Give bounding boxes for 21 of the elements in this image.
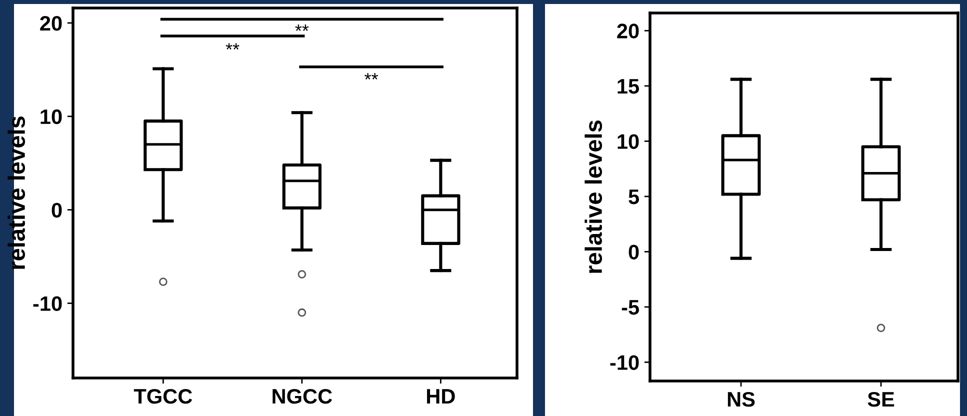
y-tick-label: 0 (52, 202, 62, 218)
y-tick-label: -10 (610, 355, 639, 370)
y-tick-label: 10 (40, 109, 62, 124)
annotation: ** (295, 24, 309, 31)
y-tick-label: 0 (628, 244, 639, 260)
y-tick-label: 5 (628, 190, 640, 204)
y-axis-title: relative levels (8, 116, 26, 269)
y-tick-label: 20 (40, 16, 62, 31)
y-axis-title: relative levels (584, 120, 602, 273)
annotation: ** (226, 43, 240, 50)
x-tick-label: SE (868, 392, 894, 407)
y-tick-label: 20 (617, 24, 639, 38)
x-tick-label: NS (728, 392, 755, 407)
x-tick-label: NGCC (272, 388, 332, 404)
y-tick-label: 15 (618, 79, 640, 94)
x-tick-label: HD (427, 389, 455, 404)
annotation: ** (364, 73, 378, 80)
y-tick-label: -5 (622, 300, 640, 315)
x-tick-label: TGCC (134, 388, 192, 404)
y-tick-label: 10 (618, 134, 639, 149)
y-tick-label: -10 (33, 296, 62, 312)
